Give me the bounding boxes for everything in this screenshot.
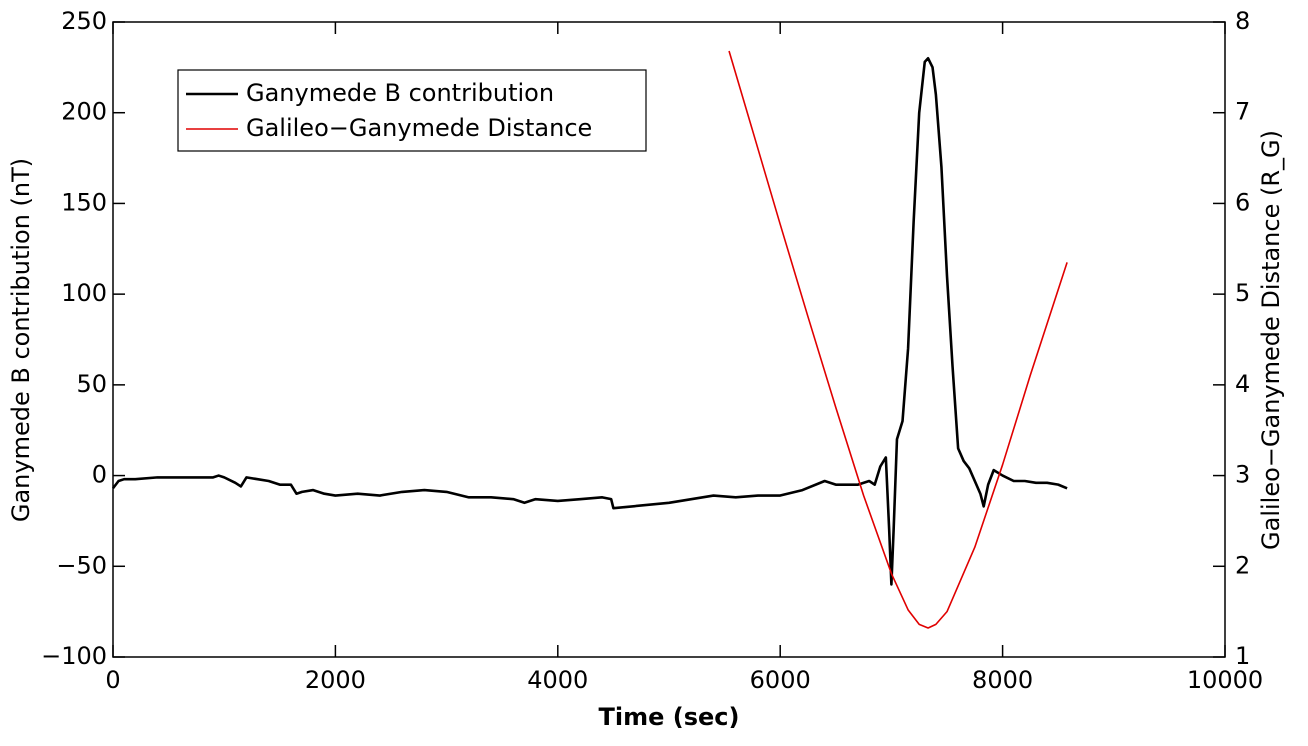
y-tick-label: −100 <box>41 642 107 670</box>
y2-tick-label: 3 <box>1235 461 1250 489</box>
legend-label: Galileo−Ganymede Distance <box>246 114 592 142</box>
y2-tick-label: 1 <box>1235 642 1250 670</box>
y2-tick-label: 2 <box>1235 551 1250 579</box>
y-tick-label: 200 <box>61 98 107 126</box>
y2-tick-label: 6 <box>1235 188 1250 216</box>
x-tick-label: 8000 <box>972 666 1033 694</box>
x-axis-label: Time (sec) <box>599 703 740 731</box>
y2-tick-label: 5 <box>1235 279 1250 307</box>
legend-label: Ganymede B contribution <box>246 79 554 107</box>
y-tick-label: 150 <box>61 188 107 216</box>
y2-tick-label: 8 <box>1235 7 1250 35</box>
y-tick-label: 0 <box>92 461 107 489</box>
series-line <box>728 50 1068 629</box>
x-tick-label: 4000 <box>527 666 588 694</box>
y-tick-label: 100 <box>61 279 107 307</box>
x-tick-label: 0 <box>105 666 120 694</box>
y-tick-label: 50 <box>76 370 107 398</box>
y-tick-label: 250 <box>61 7 107 35</box>
y2-tick-label: 7 <box>1235 98 1250 126</box>
x-tick-label: 10000 <box>1187 666 1263 694</box>
y2-axis-label: Galileo−Ganymede Distance (R_G) <box>1257 130 1285 550</box>
y-axis-label: Ganymede B contribution (nT) <box>7 158 35 522</box>
x-tick-label: 2000 <box>305 666 366 694</box>
x-tick-label: 6000 <box>750 666 811 694</box>
series-line <box>111 56 1068 586</box>
y2-tick-label: 4 <box>1235 370 1250 398</box>
legend-box <box>177 69 647 152</box>
plot-frame <box>112 21 1226 658</box>
y-tick-label: −50 <box>56 551 107 579</box>
